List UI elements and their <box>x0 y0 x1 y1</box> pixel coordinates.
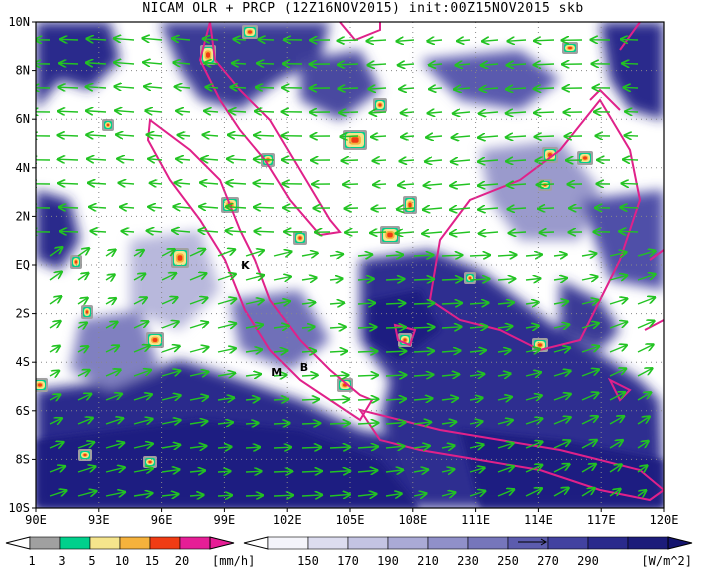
precip-colorbar-label: 10 <box>115 554 129 568</box>
lon-tick-label: 99E <box>214 513 236 527</box>
wind-vectors <box>36 38 655 496</box>
olr-colorbar-label: 210 <box>417 554 439 568</box>
precip-colorbar-label: 1 <box>28 554 35 568</box>
lat-tick-label: 4S <box>16 355 30 369</box>
marker-label: B <box>300 361 308 374</box>
olr-colorbar-label: 290 <box>577 554 599 568</box>
lon-tick-label: 105E <box>336 513 365 527</box>
olr-field <box>36 22 664 508</box>
lat-tick-label: EQ <box>16 258 30 272</box>
lat-tick-label: 10N <box>8 15 30 29</box>
grid-lines <box>36 22 664 508</box>
lon-tick-label: 96E <box>151 513 173 527</box>
lon-tick-label: 120E <box>650 513 679 527</box>
precip-colorbar-unit: [mm/h] <box>212 554 255 568</box>
olr-colorbar: 150 170 190 210 230 250 270 290 [W/m^2] <box>243 536 693 568</box>
olr-colorbar-label: 250 <box>497 554 519 568</box>
precip-colorbar: 1 3 5 10 15 20 [mm/h] <box>5 536 255 568</box>
lon-tick-label: 93E <box>88 513 110 527</box>
lat-tick-label: 2N <box>16 209 30 223</box>
coastlines <box>146 22 664 502</box>
olr-colorbar-label: 170 <box>337 554 359 568</box>
lon-tick-label: 102E <box>273 513 302 527</box>
lat-tick-label: 2S <box>16 307 30 321</box>
precip-colorbar-label: 20 <box>175 554 189 568</box>
precip-colorbar-label: 15 <box>145 554 159 568</box>
precip-colorbar-label: 5 <box>88 554 95 568</box>
lon-axis: 90E 93E 96E 99E 102E 105E 108E 111E 114E 117E 120E <box>25 508 678 527</box>
olr-colorbar-label: 270 <box>537 554 559 568</box>
map-title: NICAM OLR + PRCP (12Z16NOV2015) init:00Z… <box>142 1 584 16</box>
lat-tick-label: 8N <box>16 64 30 78</box>
lon-tick-label: 114E <box>524 513 553 527</box>
olr-colorbar-label: 190 <box>377 554 399 568</box>
lon-tick-label: 108E <box>398 513 427 527</box>
olr-colorbar-label: 230 <box>457 554 479 568</box>
lon-tick-label: 117E <box>587 513 616 527</box>
olr-colorbar-label: 150 <box>297 554 319 568</box>
marker-label: M <box>271 366 282 379</box>
location-markers: K M B <box>241 259 308 379</box>
precip-field <box>36 25 593 468</box>
reference-vector <box>518 538 547 546</box>
lat-axis: 10N 8N 6N 4N 2N EQ 2S 4S 6S 8S 10S <box>8 15 36 515</box>
lat-tick-label: 6S <box>16 404 30 418</box>
precip-colorbar-label: 3 <box>58 554 65 568</box>
lon-tick-label: 111E <box>461 513 490 527</box>
lat-tick-label: 4N <box>16 161 30 175</box>
lon-tick-label: 90E <box>25 513 47 527</box>
marker-label: K <box>241 259 250 272</box>
olr-colorbar-unit: [W/m^2] <box>641 554 692 568</box>
lat-tick-label: 8S <box>16 452 30 466</box>
lat-tick-label: 10S <box>8 501 30 515</box>
lat-tick-label: 6N <box>16 112 30 126</box>
